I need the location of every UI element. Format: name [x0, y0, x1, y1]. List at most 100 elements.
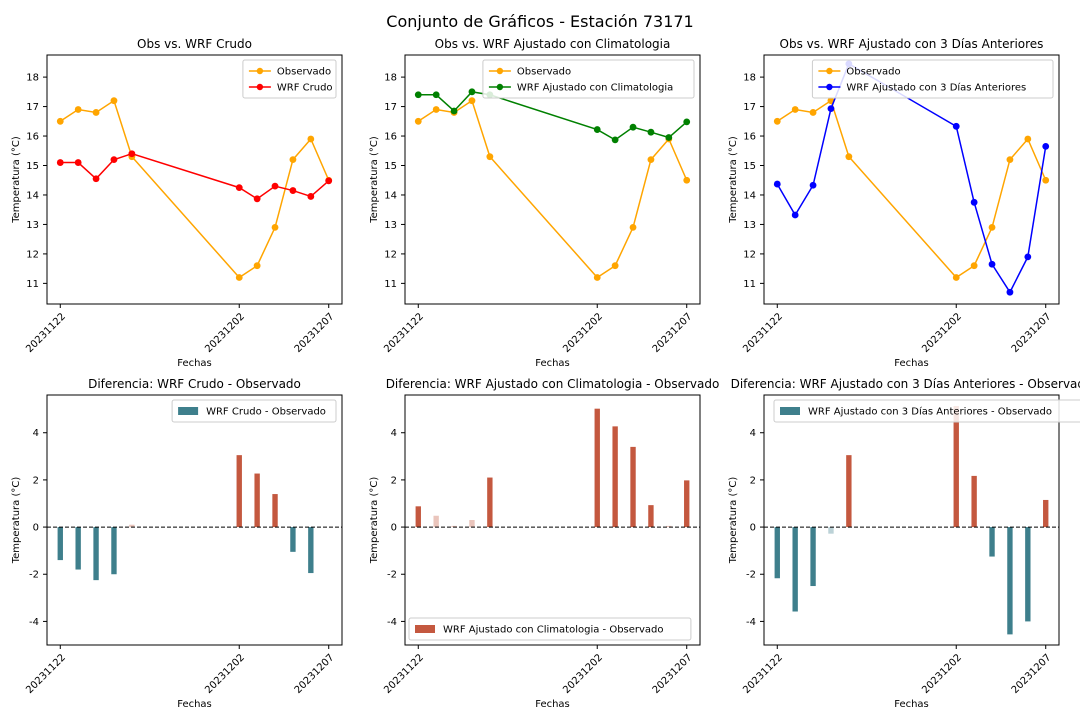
data-point: [92, 175, 100, 183]
data-point: [647, 156, 655, 164]
data-point: [665, 134, 673, 141]
data-point: [970, 198, 978, 206]
bar: [1025, 527, 1031, 622]
bar: [433, 515, 439, 528]
y-tick-label: -4: [746, 617, 756, 628]
y-tick-label: 11: [26, 279, 39, 290]
legend-marker: [826, 67, 833, 75]
data-point: [593, 274, 601, 281]
axes-frame: [404, 394, 701, 646]
data-point: [952, 122, 960, 130]
y-tick-label: 2: [750, 475, 756, 486]
data-point: [450, 107, 458, 115]
data-point: [253, 262, 261, 270]
bar: [272, 494, 278, 528]
chart-panel: Obs vs. WRF Crudo11121314151617182023112…: [11, 37, 343, 369]
y-tick-label: 13: [743, 220, 756, 231]
chart-title: Obs vs. WRF Crudo: [137, 37, 252, 51]
legend-patch: [178, 407, 199, 415]
bar: [648, 505, 654, 528]
data-point: [988, 223, 996, 231]
data-point: [128, 150, 136, 158]
legend: WRF Ajustado con Climatologia - Observad…: [408, 617, 692, 641]
y-tick-label: 15: [384, 161, 397, 172]
data-point: [791, 106, 799, 113]
data-point: [1042, 142, 1050, 150]
y-tick-label: 4: [391, 428, 397, 439]
legend-label: WRF Crudo - Observado: [206, 407, 326, 418]
legend-label: WRF Ajustado con Climatologia - Observad…: [443, 625, 664, 636]
y-axis-label: Temperatura (°C): [11, 136, 22, 224]
y-tick-label: 18: [26, 73, 39, 84]
legend: WRF Ajustado con 3 Días Anteriores - Obs…: [773, 399, 1080, 423]
data-point: [988, 260, 996, 268]
data-point: [307, 193, 315, 200]
y-tick-label: 15: [743, 161, 756, 172]
data-point: [325, 177, 333, 185]
bar: [111, 527, 117, 575]
bar: [953, 406, 959, 528]
data-point: [827, 105, 835, 113]
data-point: [629, 123, 637, 131]
legend-marker: [826, 83, 833, 91]
y-tick-label: 13: [26, 220, 39, 231]
data-point: [56, 159, 64, 166]
legend-box: [242, 59, 337, 99]
y-tick-label: 18: [743, 73, 756, 84]
y-tick-label: 11: [384, 279, 397, 290]
y-axis-label: Temperatura (°C): [369, 477, 380, 565]
legend-marker: [256, 83, 264, 91]
bar: [129, 524, 135, 528]
bar: [290, 527, 296, 552]
data-point: [683, 118, 691, 126]
bar: [684, 480, 690, 528]
y-axis-label: Temperatura (°C): [369, 136, 380, 224]
data-point: [1024, 253, 1032, 261]
x-axis-label: Fechas: [177, 358, 212, 369]
data-point: [611, 136, 619, 144]
data-point: [952, 274, 960, 281]
y-axis-label: Temperatura (°C): [728, 477, 739, 565]
legend-label: Observado: [517, 67, 571, 78]
axes-frame: [46, 54, 343, 305]
x-axis-label: Fechas: [535, 699, 570, 710]
bar: [254, 473, 260, 528]
data-point: [629, 223, 637, 231]
data-point: [307, 135, 315, 143]
y-tick-label: 4: [33, 428, 39, 439]
bar: [451, 525, 457, 528]
y-axis-label: Temperatura (°C): [11, 477, 22, 565]
chart-title: Diferencia: WRF Ajustado con 3 Días Ante…: [731, 377, 1080, 391]
legend-patch: [415, 625, 435, 633]
legend-label: Observado: [846, 67, 900, 78]
bar: [989, 527, 995, 557]
chart-title: Obs vs. WRF Ajustado con Climatologia: [435, 37, 671, 51]
data-point: [432, 106, 440, 113]
data-point: [468, 88, 476, 96]
data-point: [486, 153, 494, 161]
figure-title: Conjunto de Gráficos - Estación 73171: [386, 12, 693, 31]
data-point: [468, 97, 476, 105]
axes-frame: [46, 394, 343, 646]
data-point: [110, 156, 118, 164]
bar: [846, 455, 852, 528]
data-point: [970, 262, 978, 270]
y-tick-label: -4: [387, 617, 397, 628]
legend-box: [482, 59, 695, 99]
bar: [612, 426, 618, 528]
legend: Observado WRF Crudo: [242, 59, 337, 99]
y-tick-label: 4: [750, 428, 756, 439]
y-tick-label: 2: [33, 475, 39, 486]
data-point: [791, 211, 799, 219]
bar: [971, 475, 977, 528]
data-point: [56, 117, 64, 125]
bar: [774, 527, 780, 579]
data-point: [845, 153, 853, 161]
data-point: [647, 128, 655, 136]
data-point: [414, 91, 422, 99]
y-tick-label: -2: [387, 570, 397, 581]
y-tick-label: 14: [26, 190, 39, 201]
legend: Observado WRF Ajustado con 3 Días Anterio…: [811, 59, 1054, 99]
